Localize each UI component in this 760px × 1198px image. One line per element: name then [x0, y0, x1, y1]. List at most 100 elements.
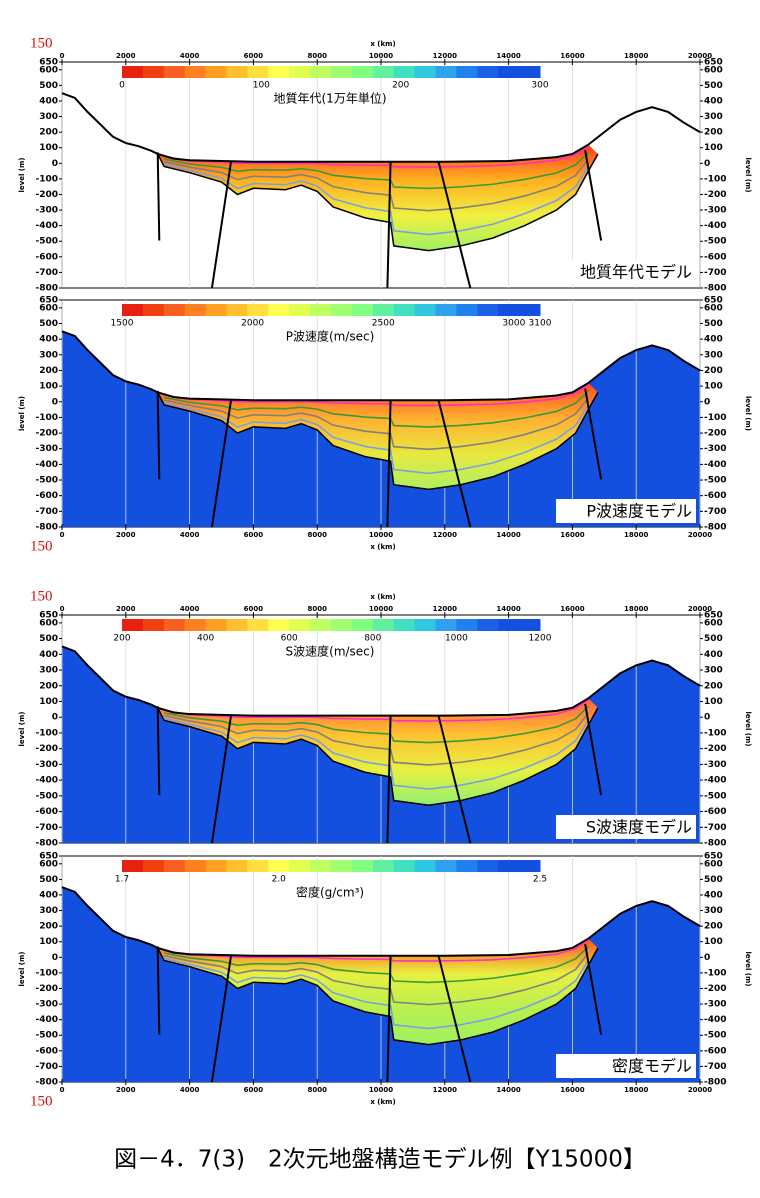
layer-line [163, 952, 589, 1006]
layer-line [163, 397, 589, 451]
y-tick-label: -400 [704, 776, 727, 786]
y-tick-label: 400 [704, 890, 723, 900]
colorbar-cell [351, 860, 374, 872]
x-tick-label: 10000 [369, 1086, 393, 1094]
colorbar-cell [163, 66, 186, 78]
y-tick-label: 200 [704, 681, 723, 691]
y-tick-label: -500 [704, 476, 727, 486]
colorbar-cell [163, 304, 186, 316]
colorbar-cell [226, 619, 248, 631]
y-tick-label: -200 [704, 429, 727, 439]
colorbar-cell [393, 619, 416, 631]
caption: 図－4．7(3) 2次元地盤構造モデル例【Y15000】 [114, 1147, 646, 1173]
y-tick-label: 300 [39, 906, 58, 916]
colorbar-cell [393, 66, 416, 78]
y-tick-label: -500 [35, 476, 58, 486]
model-label: S波速度モデル [586, 818, 692, 837]
x-tick-label: 4000 [180, 1086, 200, 1094]
y-tick-label: 0 [704, 713, 710, 723]
colorbar-cell [184, 304, 207, 316]
y-tick-label: -600 [35, 491, 58, 501]
colorbar-cell [477, 66, 499, 78]
x-tick-label: 16000 [560, 1086, 584, 1094]
x-tick-label: 12000 [433, 605, 457, 613]
x-tick-label: 6000 [244, 52, 264, 60]
x-tick-label: 0 [60, 52, 65, 60]
fault-line [437, 161, 472, 289]
y-tick-label: -300 [704, 760, 727, 770]
y-tick-label: 300 [39, 350, 58, 360]
y-tick-label: 0 [704, 397, 710, 407]
y-tick-label: 500 [704, 319, 723, 329]
colorbar-cell [205, 304, 227, 316]
y-tick-label: -700 [35, 823, 58, 833]
basin-fill [157, 938, 598, 1045]
section-marker: 150 [30, 35, 53, 51]
y-tick-label: 100 [704, 143, 723, 153]
fault-line [386, 399, 392, 528]
colorbar-cell [456, 619, 478, 631]
y-axis-label: level (m) [744, 712, 752, 747]
layer-line [163, 705, 589, 744]
y-tick-label: 300 [704, 906, 723, 916]
x-tick-label: 10000 [369, 52, 393, 60]
y-tick-label: 300 [39, 112, 58, 122]
section-marker: 150 [30, 1093, 53, 1109]
colorbar-cell [414, 304, 436, 316]
colorbar-cell [372, 619, 395, 631]
y-tick-label: -300 [35, 760, 58, 770]
y-tick-label: 100 [39, 382, 58, 392]
colorbar-title: S波速度(m/sec) [286, 644, 375, 659]
colorbar-cell [519, 860, 541, 872]
y-tick-label: 500 [39, 875, 58, 885]
model-label: 地質年代モデル [580, 263, 692, 282]
label-box [556, 815, 696, 839]
y-tick-label: 300 [704, 350, 723, 360]
y-tick-label: -300 [35, 206, 58, 216]
y-axis-label: level (m) [744, 396, 752, 431]
fault-line [386, 161, 392, 289]
y-tick-label: 500 [704, 81, 723, 91]
y-tick-label: -600 [704, 1046, 727, 1056]
layer-line [163, 145, 589, 168]
colorbar-cell [247, 619, 269, 631]
colorbar-cell [289, 860, 311, 872]
colorbar-cell [331, 619, 353, 631]
y-tick-label: 0 [52, 953, 58, 963]
y-tick-label: 500 [704, 634, 723, 644]
y-tick-label: -100 [35, 728, 58, 738]
x-tick-label: 6000 [244, 1086, 264, 1094]
y-tick-label: 650 [704, 296, 723, 306]
y-tick-label: -200 [704, 744, 727, 754]
colorbar-cell [351, 66, 374, 78]
colorbar-cell [289, 619, 311, 631]
x-tick-label: 18000 [624, 605, 648, 613]
y-tick-label: -100 [35, 968, 58, 978]
fault-line [386, 715, 392, 844]
colorbar-tick-label: 3000 [502, 319, 525, 329]
x-tick-label: 14000 [496, 605, 520, 613]
y-tick-label: 650 [39, 611, 58, 621]
x-tick-label: 16000 [560, 605, 584, 613]
y-tick-label: 650 [704, 611, 723, 621]
y-tick-label: -500 [704, 791, 727, 801]
x-tick-label: 20000 [688, 531, 712, 539]
colorbar-tick-label: 800 [364, 634, 381, 644]
y-tick-label: 650 [39, 852, 58, 862]
model-label: P波速度モデル [586, 502, 692, 521]
fault-line [584, 149, 603, 241]
colorbar-title: P波速度(m/sec) [286, 329, 375, 344]
colorbar-cell [351, 619, 374, 631]
colorbar-tick-label: 2.5 [533, 875, 547, 885]
y-tick-label: 600 [39, 303, 58, 313]
layer-line [163, 163, 590, 236]
colorbar-cell [519, 66, 541, 78]
basin-fill [157, 382, 598, 490]
y-tick-label: 200 [704, 922, 723, 932]
y-tick-label: 400 [39, 96, 58, 106]
y-tick-label: 400 [704, 650, 723, 660]
y-tick-label: -300 [704, 1000, 727, 1010]
y-axis-label: level (m) [744, 952, 752, 987]
x-tick-label: 18000 [624, 531, 648, 539]
y-axis-label: level (m) [744, 158, 752, 193]
